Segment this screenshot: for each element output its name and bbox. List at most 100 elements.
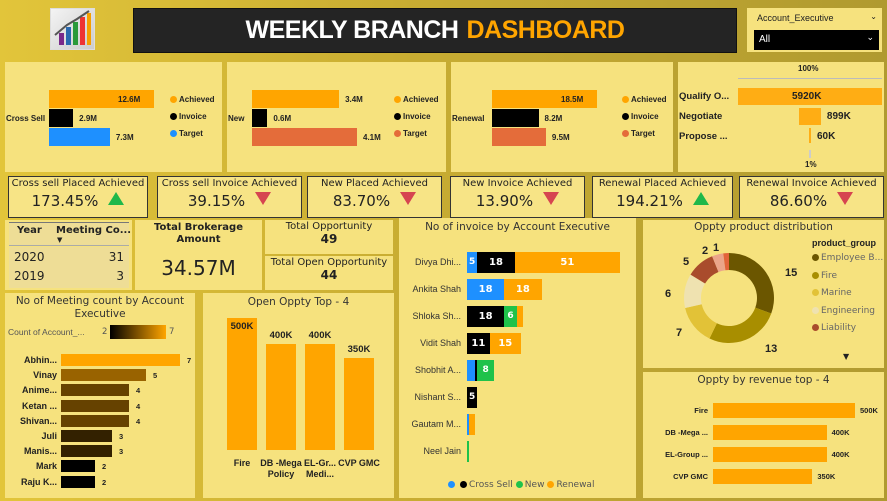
legend-dot-icon: [622, 96, 629, 103]
color-scale-gradient: [110, 325, 166, 339]
legend-dot-icon: [394, 96, 401, 103]
total-opportunity-label: Total Opportunity: [285, 221, 373, 232]
kpi-card: Renewal Placed Achieved 194.21%: [592, 176, 733, 218]
title-white: WEEKLY BRANCH: [245, 16, 459, 44]
category-label: Fire: [694, 406, 708, 415]
total-opportunity-card: Total Opportunity 49: [265, 220, 393, 254]
kpi-card: Cross sell Invoice Achieved 39.15%: [157, 176, 302, 218]
brokerage-label: Total Brokerage Amount: [153, 222, 243, 245]
product-distribution-chart: Oppty product distribution 15 13 7 6 5 2 1 prod…: [643, 220, 884, 368]
kpi-label: New Placed Achieved: [321, 178, 428, 189]
category-label: EL-Group ...: [665, 450, 708, 459]
legend-title: product_group: [812, 238, 876, 248]
category-label: Renewal: [452, 114, 485, 123]
legend-max: 7: [169, 327, 175, 337]
donut-slice[interactable]: [723, 253, 729, 271]
kpi-card: New Invoice Achieved 13.90%: [450, 176, 585, 218]
legend-label: Cross Sell: [469, 480, 513, 490]
chart-title: No of invoice by Account Executive: [425, 221, 610, 233]
bar-segment: [467, 441, 470, 462]
invoice-by-executive-chart: No of invoice by Account Executive Divya…: [399, 218, 636, 498]
chevron-down-icon: ⌄: [866, 32, 874, 42]
bar: [305, 344, 335, 450]
slice-value-label: 2: [702, 245, 709, 257]
legend-label: Liability: [821, 323, 857, 333]
chevron-down-icon[interactable]: ⌄: [870, 12, 877, 21]
category-label: Manis...: [23, 446, 57, 457]
value-label: 2: [102, 477, 107, 487]
sort-down-icon: ▼: [57, 236, 63, 244]
kpi-label: Cross sell Invoice Achieved: [161, 178, 298, 189]
funnel-value: 60K: [817, 131, 836, 142]
renewal-panel: Renewal 18.5M Achieved 8.2M Invoice 9.5M Targe…: [451, 62, 673, 172]
value-label: 4: [136, 386, 141, 396]
table-header-meeting-count[interactable]: Meeting Co...: [56, 225, 132, 236]
legend-label: Invoice: [631, 112, 659, 121]
slicer-dropdown[interactable]: All ⌄: [754, 30, 879, 50]
bar-target: [49, 128, 110, 146]
category-label: Nishant S...: [414, 392, 461, 402]
donut-slice[interactable]: [690, 256, 719, 284]
slice-value-label: 1: [713, 242, 720, 254]
legend-dot-icon: [812, 289, 819, 296]
funnel-bar: [799, 108, 821, 125]
legend-dot-icon: [622, 113, 629, 120]
bar: [713, 425, 827, 440]
kpi-label: New Invoice Achieved: [462, 178, 573, 189]
legend-dot-icon: [448, 481, 455, 488]
value-label: 350K: [817, 472, 836, 481]
legend-item: Employee B...: [812, 253, 883, 263]
value-label: 2: [102, 462, 107, 472]
donut-slice[interactable]: [684, 274, 706, 309]
value-label: 3.4M: [345, 95, 363, 104]
bottom-percent-label: 1%: [805, 160, 817, 169]
total-open-opportunity-value: 44: [320, 268, 338, 282]
funnel-value: 899K: [826, 111, 851, 122]
legend-scroll-down-icon[interactable]: ▼: [843, 352, 850, 361]
donut-slice[interactable]: [685, 304, 717, 339]
legend-item: Target: [622, 129, 655, 138]
bar-segment: 18: [504, 279, 542, 300]
top-percent-label: 100%: [798, 64, 819, 73]
chart-title: Open Oppty Top - 4: [247, 296, 350, 308]
kpi-card: New Placed Achieved 83.70%: [307, 176, 442, 218]
value-label: 2.9M: [79, 114, 97, 123]
table-cell: 2020: [14, 250, 45, 264]
table-header-year[interactable]: Year: [17, 225, 42, 236]
logo: [50, 8, 95, 50]
value-label: 500K: [860, 406, 878, 415]
kpi-value-row: 173.45%: [9, 192, 147, 210]
legend-label: Achieved: [403, 95, 439, 104]
donut-slice[interactable]: [709, 307, 772, 343]
legend-dot-icon: [170, 113, 177, 120]
chart-title: No of Meeting count by Account Executive: [15, 295, 185, 320]
legend-min: 2: [102, 327, 108, 337]
bar-segment: 5: [467, 252, 478, 273]
bar: [61, 414, 129, 427]
kpi-value: 83.70%: [332, 192, 391, 210]
value-label: 18.5M: [561, 95, 584, 104]
category-label: Shivan...: [19, 415, 57, 426]
funnel-bar: [809, 128, 811, 143]
category-label: DB -Mega Policy: [260, 458, 302, 479]
bar-segment: 5: [467, 387, 478, 408]
funnel-category: Qualify O...: [679, 91, 730, 102]
donut-slice[interactable]: [729, 253, 774, 314]
donut-slice[interactable]: [712, 253, 726, 273]
legend-label: Renewal: [556, 480, 595, 490]
slicer-value: All: [759, 34, 771, 45]
meeting-count-chart: No of Meeting count by Account Executive…: [5, 293, 195, 498]
value-label: 0.6M: [273, 114, 292, 123]
bar: [61, 460, 95, 473]
account-executive-slicer: Account_Executive ⌄ All ⌄: [747, 8, 882, 52]
title-orange: DASHBOARD: [466, 16, 625, 44]
bar-segment: [467, 360, 476, 381]
bar-invoice: [492, 109, 539, 127]
category-label: EL-Gr... Medi...: [303, 458, 336, 479]
category-label: Mark: [35, 461, 57, 472]
bar-invoice: [49, 109, 74, 127]
category-label: CVP GMC: [673, 472, 708, 481]
bar: [227, 318, 257, 450]
category-label: CVP GMC: [338, 458, 380, 468]
category-label: Shloka Sh...: [412, 311, 461, 321]
